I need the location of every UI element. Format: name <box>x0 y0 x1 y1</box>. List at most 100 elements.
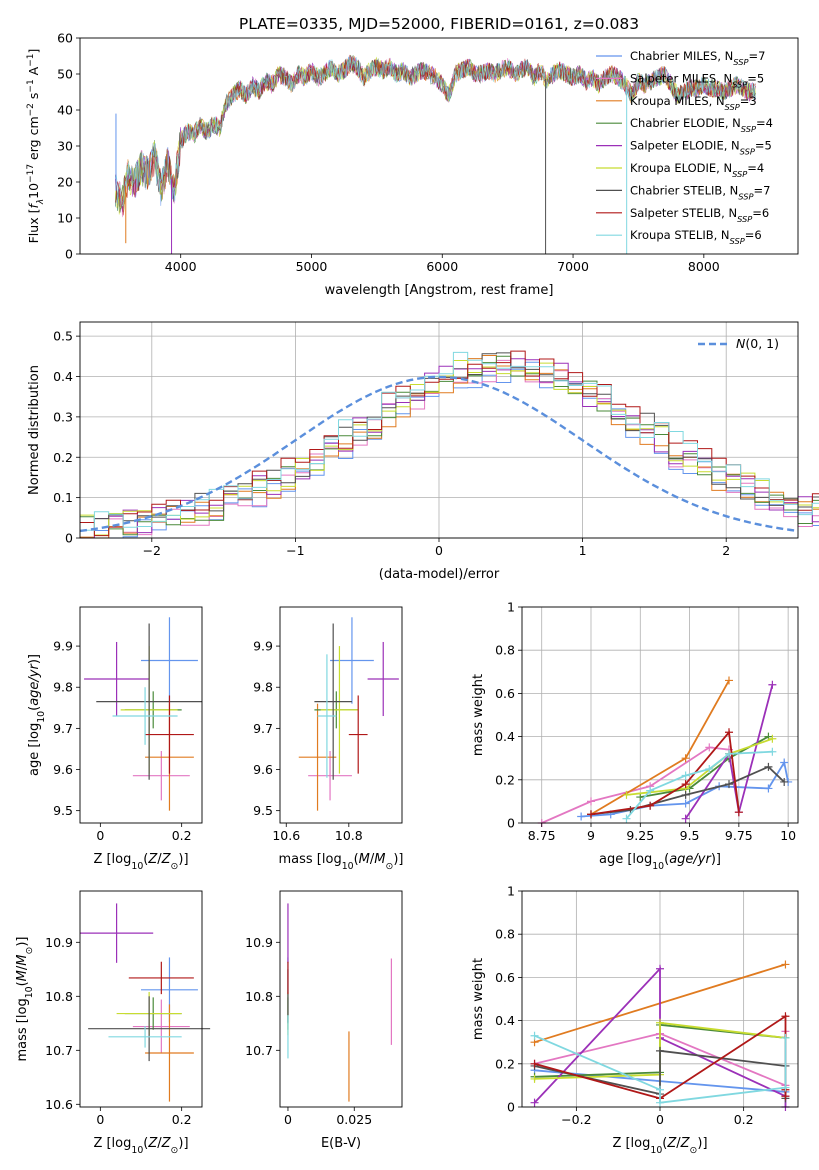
y-tick-label: 0.1 <box>53 490 73 505</box>
y-tick-label: 10.8 <box>245 989 273 1004</box>
weight-marker-salpeter-stelib <box>646 801 655 810</box>
histogram-step-7 <box>80 350 819 537</box>
y-tick-label: 10.9 <box>45 935 73 950</box>
errorbar-salpeter-miles <box>308 751 352 801</box>
legend-label-chabrier-stelib-n-ssp-7: Chabrier STELIB, NSSP=7 <box>630 183 770 201</box>
label-part: =5 <box>747 71 764 85</box>
y-tick-label: 0 <box>65 531 73 546</box>
label-part: ] <box>26 49 41 54</box>
x-tick-label: 9.75 <box>725 828 753 843</box>
label-part: / <box>370 852 375 867</box>
weight-marker-kroupa-stelib <box>768 747 777 756</box>
x-tick-label: 0 <box>435 543 443 558</box>
label-part: Salpeter MILES, N <box>630 71 732 85</box>
label-part: ( <box>662 1136 667 1151</box>
x-tick-label: 8000 <box>688 259 720 274</box>
x-tick-label: −2 <box>143 543 161 558</box>
weight-marker-chabrier-miles <box>577 812 586 821</box>
y-tick-label: 0.4 <box>495 729 515 744</box>
label-part: mass [log <box>15 998 30 1061</box>
weight-marker-kroupa-elodie <box>656 1018 664 1027</box>
y-tick-label: 10.7 <box>45 1043 73 1058</box>
weight-marker-chabrier-miles <box>764 784 773 793</box>
axes-frame <box>521 606 799 824</box>
label-part: Flux [ <box>26 209 41 244</box>
y-tick-label: 1 <box>507 884 515 899</box>
label-part: Z [log <box>93 1136 131 1151</box>
errorbar-chabrier-stelib <box>96 623 202 780</box>
errorbar-kroupa-stelib <box>112 687 178 745</box>
y-tick-label: 60 <box>57 31 73 46</box>
label-part: Z <box>147 852 158 867</box>
y-tick-label: 0.5 <box>53 329 73 344</box>
y-tick-label: 0.6 <box>495 970 515 985</box>
axes-frame <box>79 37 799 255</box>
weight-line-salpeter-elodie <box>684 684 774 820</box>
weight-marker-chabrier-stelib <box>681 790 690 799</box>
label-part: age/yr <box>669 852 712 867</box>
plot-area <box>298 617 399 811</box>
weight-marker-salpeter-stelib <box>530 1059 539 1068</box>
label-part: SSP <box>738 191 753 201</box>
weight-marker-kroupa-elodie <box>530 1074 539 1083</box>
x-tick-label: 0.2 <box>734 1112 754 1127</box>
weight-marker-salpeter-elodie <box>768 680 777 689</box>
y-tick-label: 9.8 <box>253 680 273 695</box>
weight-marker-kroupa-elodie <box>768 734 777 743</box>
histogram-step-0 <box>80 361 819 539</box>
weight-marker-kroupa-stelib <box>725 749 733 758</box>
plot-area <box>537 676 793 827</box>
y-tick-label: 0.6 <box>495 686 515 701</box>
legend-label-chabrier-elodie-n-ssp-4: Chabrier ELODIE, NSSP=4 <box>630 116 773 134</box>
y-tick-label: 0.2 <box>53 450 73 465</box>
mass-vs-ebv-chart: 0 0.025 10.7 10.8 10.9 E(B-V) <box>245 890 403 1151</box>
y-tick-label: 9.5 <box>253 803 273 818</box>
x-tick-label: 0.025 <box>336 1112 372 1127</box>
label-part: Kroupa STELIB, N <box>630 228 730 242</box>
label-part: )] <box>178 852 188 867</box>
weight-marker-salpeter-stelib <box>725 728 733 737</box>
label-part: M <box>15 970 30 981</box>
label-part: SSP <box>737 214 752 224</box>
legend-label-salpeter-elodie-n-ssp-5: Salpeter ELODIE, NSSP=5 <box>630 139 772 157</box>
plot-area <box>79 350 819 539</box>
weight-marker-kroupa-stelib <box>656 1085 664 1094</box>
errorbar-chabrier-miles <box>141 617 198 704</box>
residual-y-label: Normed distribution <box>27 365 42 495</box>
weight-marker-kroupa-elodie <box>622 790 631 799</box>
age-vs-mass-chart-x-label: mass [log10(M/M⊙)] <box>279 852 404 872</box>
legend-label-kroupa-miles-n-ssp-3: Kroupa MILES, NSSP=3 <box>630 94 757 112</box>
x-tick-label: 4000 <box>165 259 197 274</box>
label-part: SSP <box>740 147 755 157</box>
label-part: / <box>15 965 30 970</box>
mass-weight-vs-metallicity-chart-x-label: Z [log10(Z/Z⊙)] <box>612 1136 707 1156</box>
label-part: SSP <box>732 169 747 179</box>
x-tick-label: 10.8 <box>335 828 363 843</box>
weight-marker-kroupa-miles <box>681 754 690 763</box>
gaussian-legend-label: N(0, 1) <box>736 336 779 351</box>
weight-series-salpeter-stelib <box>587 728 743 819</box>
weight-marker-kroupa-stelib <box>622 814 631 823</box>
axes-frame <box>79 890 203 1108</box>
label-part: ( <box>354 852 359 867</box>
weight-line-kroupa-stelib <box>625 750 773 820</box>
label-part: SSP <box>733 57 748 67</box>
weight-marker-kroupa-stelib <box>681 771 690 780</box>
errorbar-salpeter-miles <box>132 751 190 801</box>
label-part: Salpeter ELODIE, N <box>630 139 740 153</box>
weight-line-kroupa-elodie <box>626 737 773 796</box>
label-part: age/yr <box>27 662 42 705</box>
errorbar-kroupa-miles <box>145 1004 194 1102</box>
label-part: ( <box>27 706 42 711</box>
spectrum-chart: 4000 5000 6000 7000 8000 0 10 20 30 40 50 60 Chabrie… <box>26 31 799 298</box>
weight-marker-salpeter-elodie <box>681 814 690 823</box>
y-tick-label: 20 <box>57 175 73 190</box>
label-part: )] <box>393 852 403 867</box>
weight-marker-kroupa-stelib <box>646 786 655 795</box>
weight-series-salpeter-miles <box>537 743 733 827</box>
legend-label-salpeter-miles-n-ssp-5: Salpeter MILES, NSSP=5 <box>630 71 764 89</box>
plot-area <box>115 54 756 254</box>
errorbar-salpeter-elodie <box>80 903 154 963</box>
x-tick-label: 8.75 <box>528 828 556 843</box>
